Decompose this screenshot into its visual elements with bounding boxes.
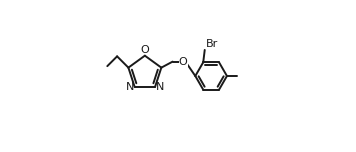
Text: O: O <box>179 57 188 67</box>
Text: Br: Br <box>205 39 218 49</box>
Text: O: O <box>141 45 149 55</box>
Text: N: N <box>126 82 134 92</box>
Text: N: N <box>156 82 164 92</box>
